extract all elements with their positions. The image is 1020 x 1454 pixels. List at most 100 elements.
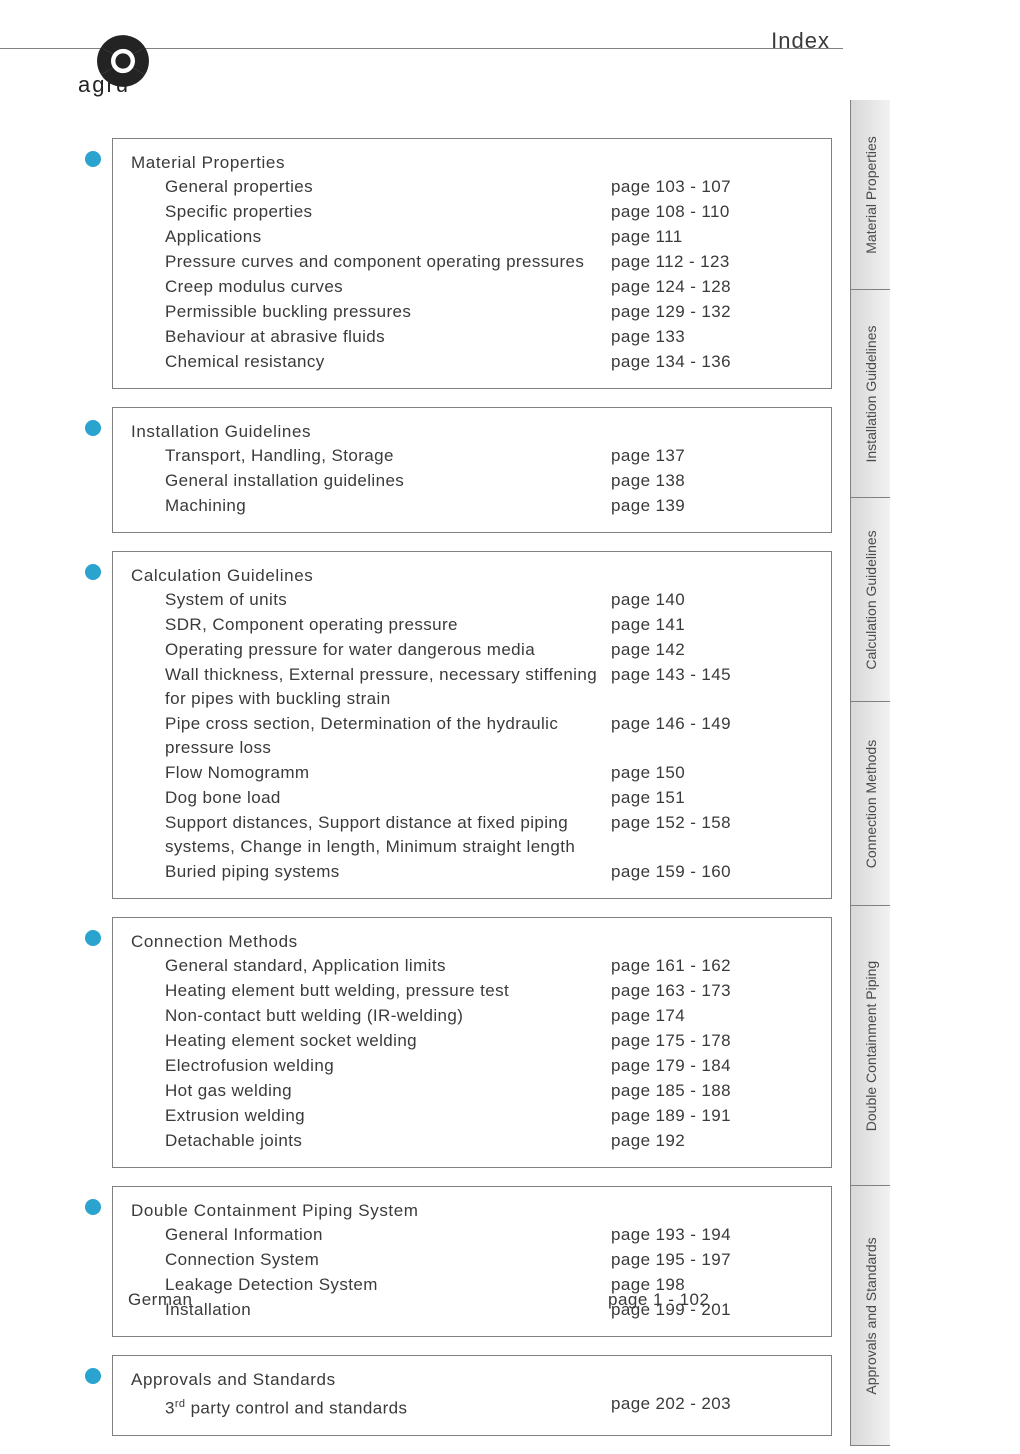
index-row: Chemical resistancypage 134 - 136 bbox=[131, 350, 813, 374]
section-bullet-icon bbox=[85, 420, 101, 436]
page: Index agru Material PropertiesInstallati… bbox=[0, 0, 1020, 1430]
index-label: Machining bbox=[165, 494, 611, 518]
index-page: page 137 bbox=[611, 444, 811, 468]
index-label: Behaviour at abrasive fluids bbox=[165, 325, 611, 349]
index-label: Heating element butt welding, pressure t… bbox=[165, 979, 611, 1003]
side-tab[interactable]: Installation Guidelines bbox=[850, 290, 890, 498]
index-label: General Information bbox=[165, 1223, 611, 1247]
side-tab-label: Connection Methods bbox=[863, 739, 879, 867]
section-title: Double Containment Piping System bbox=[131, 1201, 813, 1221]
index-page: page 179 - 184 bbox=[611, 1054, 811, 1078]
index-row: General standard, Application limitspage… bbox=[131, 954, 813, 978]
index-row: Applicationspage 111 bbox=[131, 225, 813, 249]
index-page: page 129 - 132 bbox=[611, 300, 811, 324]
index-row: Behaviour at abrasive fluidspage 133 bbox=[131, 325, 813, 349]
side-tab[interactable]: Material Properties bbox=[850, 100, 890, 290]
index-page: page 112 - 123 bbox=[611, 250, 811, 274]
index-page: page 139 bbox=[611, 494, 811, 518]
index-label: Chemical resistancy bbox=[165, 350, 611, 374]
index-row: Support distances, Support distance at f… bbox=[131, 811, 813, 859]
index-page: page 142 bbox=[611, 638, 811, 662]
logo-brand-text: agru bbox=[78, 72, 130, 98]
index-page: page 192 bbox=[611, 1129, 811, 1153]
section-bullet-icon bbox=[85, 930, 101, 946]
index-label: Heating element socket welding bbox=[165, 1029, 611, 1053]
section-box: Connection MethodsGeneral standard, Appl… bbox=[112, 917, 832, 1168]
index-label: Detachable joints bbox=[165, 1129, 611, 1153]
index-page: page 146 - 149 bbox=[611, 712, 811, 760]
index-row: Flow Nomogrammpage 150 bbox=[131, 761, 813, 785]
index-page: page 150 bbox=[611, 761, 811, 785]
index-page: page 124 - 128 bbox=[611, 275, 811, 299]
index-row: Transport, Handling, Storagepage 137 bbox=[131, 444, 813, 468]
index-label: Wall thickness, External pressure, neces… bbox=[165, 663, 611, 711]
index-label: System of units bbox=[165, 588, 611, 612]
section-title: Installation Guidelines bbox=[131, 422, 813, 442]
section-bullet-icon bbox=[85, 151, 101, 167]
index-row: Connection Systempage 195 - 197 bbox=[131, 1248, 813, 1272]
index-label: Applications bbox=[165, 225, 611, 249]
index-row: Heating element butt welding, pressure t… bbox=[131, 979, 813, 1003]
index-page: page 161 - 162 bbox=[611, 954, 811, 978]
index-row: System of unitspage 140 bbox=[131, 588, 813, 612]
index-row: SDR, Component operating pressurepage 14… bbox=[131, 613, 813, 637]
index-label: Extrusion welding bbox=[165, 1104, 611, 1128]
index-row: Hot gas weldingpage 185 - 188 bbox=[131, 1079, 813, 1103]
index-page: page 202 - 203 bbox=[611, 1392, 811, 1421]
index-label: Creep modulus curves bbox=[165, 275, 611, 299]
index-page: page 163 - 173 bbox=[611, 979, 811, 1003]
side-tab[interactable]: Double Containment Piping bbox=[850, 906, 890, 1186]
side-tab[interactable]: Connection Methods bbox=[850, 702, 890, 906]
side-tab-label: Approvals and Standards bbox=[863, 1237, 879, 1394]
index-row: Permissible buckling pressurespage 129 -… bbox=[131, 300, 813, 324]
index-row: Pressure curves and component operating … bbox=[131, 250, 813, 274]
index-label: Pipe cross section, Determination of the… bbox=[165, 712, 611, 760]
index-row: 3rd party control and standardspage 202 … bbox=[131, 1392, 813, 1421]
index-page: page 108 - 110 bbox=[611, 200, 811, 224]
side-tab-label: Material Properties bbox=[863, 136, 879, 254]
section-bullet-icon bbox=[85, 1368, 101, 1384]
index-page: page 134 - 136 bbox=[611, 350, 811, 374]
index-page: page 103 - 107 bbox=[611, 175, 811, 199]
index-label: General properties bbox=[165, 175, 611, 199]
index-row: Extrusion weldingpage 189 - 191 bbox=[131, 1104, 813, 1128]
section-box: Material PropertiesGeneral propertiespag… bbox=[112, 138, 832, 389]
side-tab[interactable]: Calculation Guidelines bbox=[850, 498, 890, 702]
index-label: Dog bone load bbox=[165, 786, 611, 810]
index-row: Electrofusion weldingpage 179 - 184 bbox=[131, 1054, 813, 1078]
section-title: Calculation Guidelines bbox=[131, 566, 813, 586]
index-page: page 151 bbox=[611, 786, 811, 810]
section-title: Connection Methods bbox=[131, 932, 813, 952]
side-tab-label: Calculation Guidelines bbox=[863, 530, 879, 669]
index-row: Non-contact butt welding (IR-welding)pag… bbox=[131, 1004, 813, 1028]
index-label: Hot gas welding bbox=[165, 1079, 611, 1103]
index-page: page 143 - 145 bbox=[611, 663, 811, 711]
section-box: Installation GuidelinesTransport, Handli… bbox=[112, 407, 832, 533]
index-page: page 133 bbox=[611, 325, 811, 349]
index-page: page 159 - 160 bbox=[611, 860, 811, 884]
index-label: General standard, Application limits bbox=[165, 954, 611, 978]
index-row: Wall thickness, External pressure, neces… bbox=[131, 663, 813, 711]
index-row: Dog bone loadpage 151 bbox=[131, 786, 813, 810]
index-page: page 152 - 158 bbox=[611, 811, 811, 859]
section-title: Approvals and Standards bbox=[131, 1370, 813, 1390]
index-page: page 138 bbox=[611, 469, 811, 493]
index-row: Operating pressure for water dangerous m… bbox=[131, 638, 813, 662]
footer-row: German page 1 - 102 bbox=[128, 1290, 818, 1310]
index-row: Specific propertiespage 108 - 110 bbox=[131, 200, 813, 224]
index-row: Machiningpage 139 bbox=[131, 494, 813, 518]
index-row: Pipe cross section, Determination of the… bbox=[131, 712, 813, 760]
side-tab[interactable]: Approvals and Standards bbox=[850, 1186, 890, 1446]
index-label: General installation guidelines bbox=[165, 469, 611, 493]
index-label: Support distances, Support distance at f… bbox=[165, 811, 611, 859]
index-page: page 174 bbox=[611, 1004, 811, 1028]
index-label: Permissible buckling pressures bbox=[165, 300, 611, 324]
index-page: page 111 bbox=[611, 225, 811, 249]
section-bullet-icon bbox=[85, 1199, 101, 1215]
side-tabs: Material Properties Installation Guidelin… bbox=[850, 50, 890, 1430]
section-box: Calculation GuidelinesSystem of unitspag… bbox=[112, 551, 832, 899]
index-page: page 140 bbox=[611, 588, 811, 612]
index-row: General propertiespage 103 - 107 bbox=[131, 175, 813, 199]
index-row: Buried piping systemspage 159 - 160 bbox=[131, 860, 813, 884]
index-row: Heating element socket weldingpage 175 -… bbox=[131, 1029, 813, 1053]
